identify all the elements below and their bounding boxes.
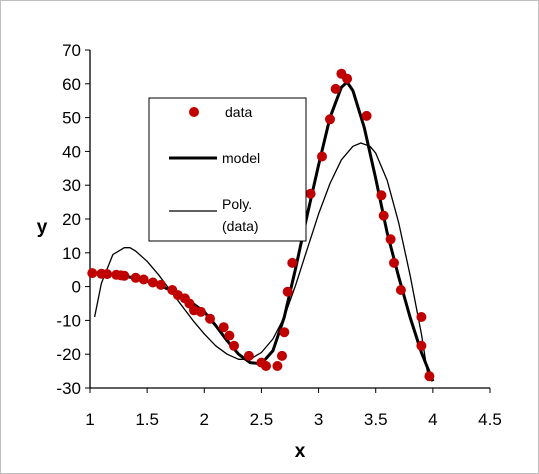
data-point [205,313,215,324]
y-tick-label: 50 [62,109,81,128]
x-axis-title: x [295,441,306,462]
legend: data model Poly. (data) [148,97,307,242]
data-point [378,210,389,221]
y-tick-label: 0 [72,278,81,297]
x-tick-label: 4.5 [478,410,502,429]
y-tick-label: -30 [56,379,81,398]
data-point [282,286,293,297]
data-point [279,327,290,338]
data-point [87,268,98,279]
y-tick-label: 30 [62,176,81,195]
y-tick-label: 40 [62,142,81,161]
legend-box [148,97,307,242]
x-tick-label: 3.5 [364,410,388,429]
series-layer [87,68,435,382]
y-tick-label: 70 [62,41,81,60]
data-point [395,285,406,295]
data-point [416,312,427,322]
data-point [305,188,316,199]
data-point [138,274,149,285]
data-point [389,257,399,268]
axes: 1 1.5 2 2.5 3 3.5 4 4.5 -30 -20 -10 0 10 20 30 40 50 60 70 [56,41,501,429]
y-tick-label: 20 [62,210,81,229]
data-point [272,361,283,371]
data-point [385,234,396,245]
x-tick-label: 1.5 [135,410,159,429]
data-point [155,279,166,290]
data-point [277,350,287,361]
x-tick-label: 2.5 [250,410,274,429]
x-tick-label: 2 [200,410,209,429]
data-point [342,73,353,84]
legend-label-poly: Poly. (data) [222,196,259,234]
data-point [147,277,158,288]
data-point [195,306,206,317]
data-point [361,110,372,121]
y-tick-label: -10 [56,311,81,330]
y-tick-label: 60 [62,75,81,94]
legend-marker-data [189,107,199,117]
y-tick-label: 10 [62,244,81,263]
data-point [218,322,229,333]
legend-label-model: model [222,150,260,166]
data-point [243,350,254,361]
data-point [130,272,141,283]
y-tick-label: -20 [56,345,81,364]
poly-trendline [93,142,429,379]
x-tick-label: 1 [85,410,94,429]
data-point [424,371,435,382]
data-point [229,340,239,351]
data-point [376,190,387,201]
legend-label-poly-line1: Poly. [222,196,252,212]
data-point [224,330,235,341]
y-axis-title: y [37,217,48,238]
data-point [317,151,327,162]
x-tick-label: 4 [428,410,437,429]
legend-label-data: data [225,104,252,120]
x-tick-label: 3 [314,410,323,429]
data-point [102,269,113,280]
legend-label-poly-line2: (data) [222,218,259,234]
data-point [119,270,130,281]
data-point [261,361,271,371]
data-point [287,257,298,268]
data-point [325,114,335,125]
data-point [330,83,341,94]
data-point [416,340,427,351]
